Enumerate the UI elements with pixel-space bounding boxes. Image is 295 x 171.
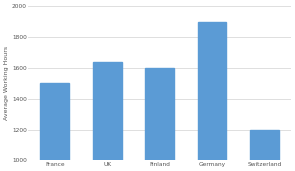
Bar (40, 83, 69, 171)
Bar (250, 130, 279, 171)
Y-axis label: Average Working Hours: Average Working Hours (4, 46, 9, 120)
Bar (145, 68, 174, 171)
Bar (198, 22, 227, 171)
Bar (93, 62, 122, 171)
